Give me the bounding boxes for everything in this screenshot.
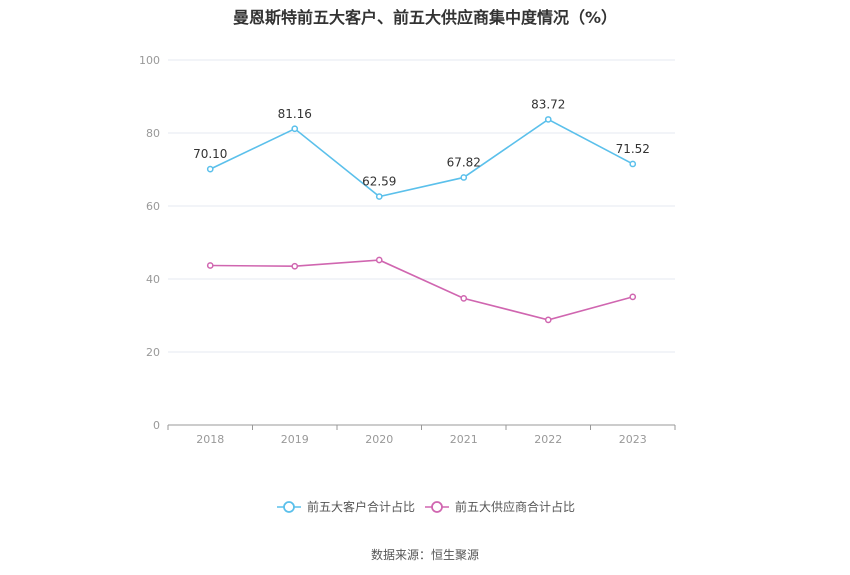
legend-label: 前五大供应商合计占比 (455, 499, 575, 514)
grid-lines (168, 59, 675, 353)
data-point (460, 294, 468, 302)
data-point (206, 165, 214, 173)
x-tick-label: 2022 (534, 433, 562, 446)
data-point (460, 174, 468, 181)
legend-marker (283, 501, 295, 513)
data-label: 81.16 (278, 107, 312, 121)
data-label: 62.59 (362, 175, 396, 189)
series-line-1 (209, 118, 634, 198)
y-tick-label: 40 (146, 273, 160, 286)
series-points (206, 116, 637, 324)
x-tick-label: 2023 (619, 433, 647, 446)
data-point (375, 256, 383, 264)
x-axis: 2018 2019 2020 2021 2022 2023 (167, 424, 676, 446)
y-axis-ticks: 0 20 40 60 80 100 (139, 54, 160, 432)
data-label: 71.52 (616, 142, 650, 156)
chart-title: 曼恩斯特前五大客户、前五大供应商集中度情况（%） (232, 8, 618, 27)
legend-label: 前五大客户合计占比 (307, 499, 415, 514)
data-label: 70.10 (193, 147, 227, 161)
data-labels: 70.10 81.16 62.59 67.82 83.72 71.52 (193, 97, 650, 188)
data-point (206, 262, 214, 269)
data-point (544, 316, 552, 324)
data-point (629, 160, 637, 168)
series-lines (209, 118, 634, 321)
data-point (629, 293, 637, 301)
data-point (544, 116, 552, 123)
x-tick-label: 2018 (196, 433, 224, 446)
data-point (291, 125, 299, 133)
x-tick-label: 2020 (365, 433, 393, 446)
data-label: 67.82 (447, 155, 481, 169)
y-tick-label: 80 (146, 127, 160, 140)
data-label: 83.72 (531, 97, 565, 111)
y-tick-label: 100 (139, 54, 160, 67)
data-source: 数据来源：恒生聚源 (370, 548, 479, 562)
series-line-2 (210, 259, 633, 321)
data-point (291, 262, 299, 270)
y-tick-label: 20 (146, 346, 160, 359)
y-tick-label: 60 (146, 200, 160, 213)
legend: 前五大客户合计占比 前五大供应商合计占比 (277, 499, 575, 514)
legend-marker (431, 501, 443, 513)
x-tick-label: 2019 (281, 433, 309, 446)
data-point (375, 193, 383, 200)
y-tick-label: 0 (153, 419, 160, 432)
x-tick-label: 2021 (450, 433, 478, 446)
